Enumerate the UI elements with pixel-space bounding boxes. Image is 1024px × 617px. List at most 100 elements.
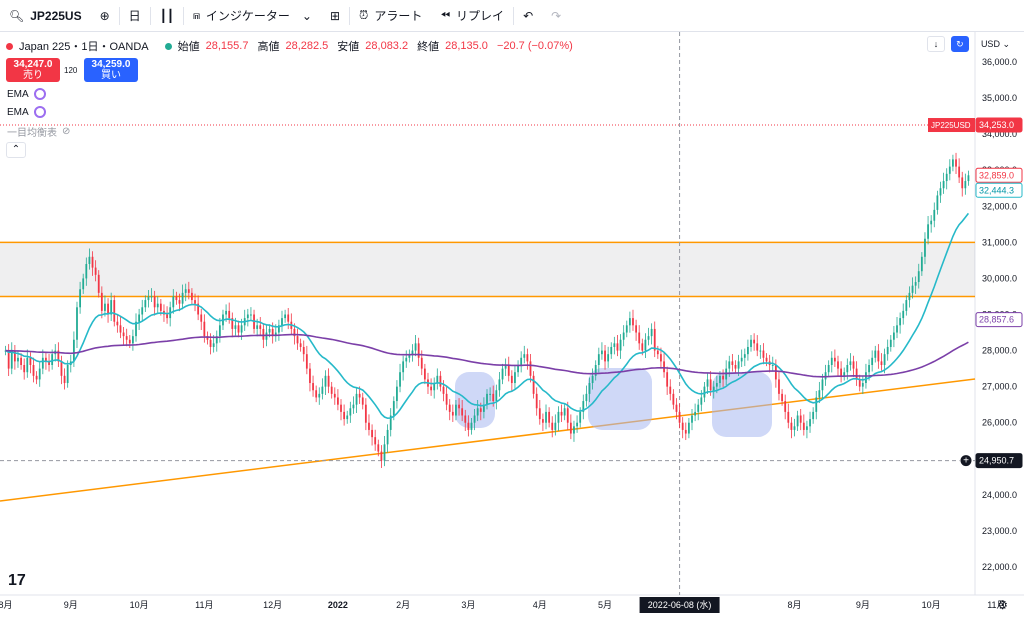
open-value: 28,155.7 bbox=[205, 40, 249, 52]
candle-body bbox=[389, 415, 392, 430]
candle-body bbox=[861, 383, 864, 387]
ema-slow-price-label: 28,857.6 bbox=[979, 315, 1014, 325]
candle-body bbox=[287, 314, 290, 322]
candle-body bbox=[175, 296, 178, 301]
candle-body bbox=[809, 419, 811, 427]
add-alert-plus: + bbox=[963, 456, 969, 467]
currency-selector[interactable]: USD ⌄ bbox=[980, 38, 1010, 49]
candle-body bbox=[523, 354, 526, 358]
candle-body bbox=[551, 422, 554, 430]
alert-label: アラート bbox=[374, 9, 423, 23]
candle-body bbox=[569, 422, 572, 434]
sync-icon[interactable]: ↻ bbox=[950, 36, 969, 52]
candle-body bbox=[641, 343, 644, 351]
x-tick-label: 8月 bbox=[0, 600, 13, 610]
indicator-ema-1[interactable]: EMA bbox=[7, 88, 46, 100]
collapse-legend-button[interactable]: ⌃ bbox=[6, 142, 26, 158]
candle-body bbox=[153, 296, 156, 308]
candle-body bbox=[902, 310, 905, 319]
candle-body bbox=[271, 328, 274, 337]
candle-body bbox=[23, 365, 26, 373]
candle-body bbox=[240, 325, 243, 333]
replay-button[interactable]: ⏪︎ リプレイ bbox=[431, 0, 513, 32]
candle-body bbox=[215, 336, 218, 344]
candle-body bbox=[774, 365, 777, 380]
candle-body bbox=[545, 411, 547, 423]
candle-body bbox=[482, 404, 485, 412]
candle-body bbox=[948, 166, 951, 174]
candle-body bbox=[423, 368, 426, 380]
indicator-ema-2[interactable]: EMA bbox=[7, 106, 46, 118]
interval-button[interactable]: 日 bbox=[128, 9, 141, 23]
x-tick-label: 4月 bbox=[533, 600, 547, 610]
candle-body bbox=[302, 346, 305, 355]
candle-body bbox=[20, 357, 22, 365]
candle-body bbox=[256, 325, 259, 329]
alert-button[interactable]: ⏰︎ アラート bbox=[350, 0, 431, 32]
candle-body bbox=[66, 365, 69, 384]
grid-icon: ⊞ bbox=[329, 8, 341, 23]
candle-body bbox=[638, 332, 641, 344]
candle-body bbox=[45, 357, 47, 362]
scale-controls: ↓ ↻ USD ⌄ bbox=[926, 36, 1022, 52]
candle-body bbox=[886, 346, 889, 355]
buy-button[interactable]: 34,259.0 買い bbox=[84, 58, 138, 82]
alarm-icon: ⏰︎ bbox=[359, 8, 369, 22]
candle-body bbox=[405, 357, 408, 362]
candle-body bbox=[837, 361, 839, 369]
candle-body bbox=[231, 318, 234, 329]
candle-body bbox=[874, 350, 877, 358]
candle-body bbox=[458, 404, 460, 409]
candle-body bbox=[212, 343, 215, 347]
candle-body bbox=[591, 375, 594, 384]
candle-body bbox=[750, 339, 752, 347]
candle-body bbox=[889, 339, 892, 347]
candle-body bbox=[79, 289, 81, 308]
indicator-ichimoku[interactable]: 一目均衡表 ⊘ bbox=[7, 124, 70, 139]
current-name-box bbox=[928, 118, 975, 133]
candle-body bbox=[38, 368, 41, 380]
candle-body bbox=[63, 375, 66, 384]
symbol-search[interactable]: 🔍︎ JP225US bbox=[0, 0, 91, 32]
layouts-button[interactable]: ⊞ bbox=[321, 0, 349, 32]
candle-body bbox=[719, 375, 721, 384]
candle-body bbox=[784, 401, 787, 412]
candle-body bbox=[305, 354, 308, 369]
y-tick-label: 24,000.0 bbox=[982, 490, 1017, 500]
redo-button[interactable]: ↷ bbox=[542, 0, 570, 32]
candle-body bbox=[358, 393, 361, 398]
candle-body bbox=[601, 350, 603, 355]
current-name-label: JP225USD bbox=[931, 121, 971, 130]
arrow-down-icon[interactable]: ↓ bbox=[926, 36, 945, 52]
eye-hidden-icon[interactable]: ⊘ bbox=[62, 126, 71, 137]
candle-body bbox=[408, 354, 411, 358]
sell-button[interactable]: 34,247.0 売り bbox=[6, 58, 60, 82]
candle-body bbox=[368, 422, 370, 430]
candle-body bbox=[321, 386, 324, 394]
candle-body bbox=[781, 393, 783, 402]
y-tick-label: 31,000.0 bbox=[982, 237, 1017, 247]
series-title[interactable]: Japan 225・1日・OANDA bbox=[19, 41, 149, 53]
series-legend: Japan 225・1日・OANDA 始値 28,155.7 高値 28,282.5… bbox=[6, 38, 576, 54]
y-tick-label: 32,000.0 bbox=[982, 201, 1017, 211]
undo-button[interactable]: ↶ bbox=[514, 0, 542, 32]
candle-body bbox=[461, 408, 464, 416]
y-tick-label: 22,000.0 bbox=[982, 562, 1017, 572]
candle-body bbox=[159, 303, 162, 311]
candle-body bbox=[399, 372, 401, 387]
replay-label: リプレイ bbox=[456, 9, 505, 23]
candle-body bbox=[722, 375, 724, 380]
candle-body bbox=[759, 350, 762, 352]
candle-body bbox=[607, 354, 610, 362]
candle-body bbox=[209, 339, 212, 347]
candle-body bbox=[498, 379, 501, 391]
candle-body bbox=[495, 390, 498, 402]
candle-body bbox=[380, 451, 383, 461]
candle-body bbox=[343, 411, 346, 420]
compare-button[interactable]: ⊕ bbox=[91, 0, 119, 32]
indicators-button[interactable]: ⩎ インジケーター ⌄ bbox=[184, 0, 321, 32]
gear-icon[interactable]: ⚙︎ bbox=[997, 598, 1008, 612]
candle-body bbox=[849, 361, 852, 365]
chart-type-button[interactable]: ┃┃ bbox=[151, 0, 183, 32]
